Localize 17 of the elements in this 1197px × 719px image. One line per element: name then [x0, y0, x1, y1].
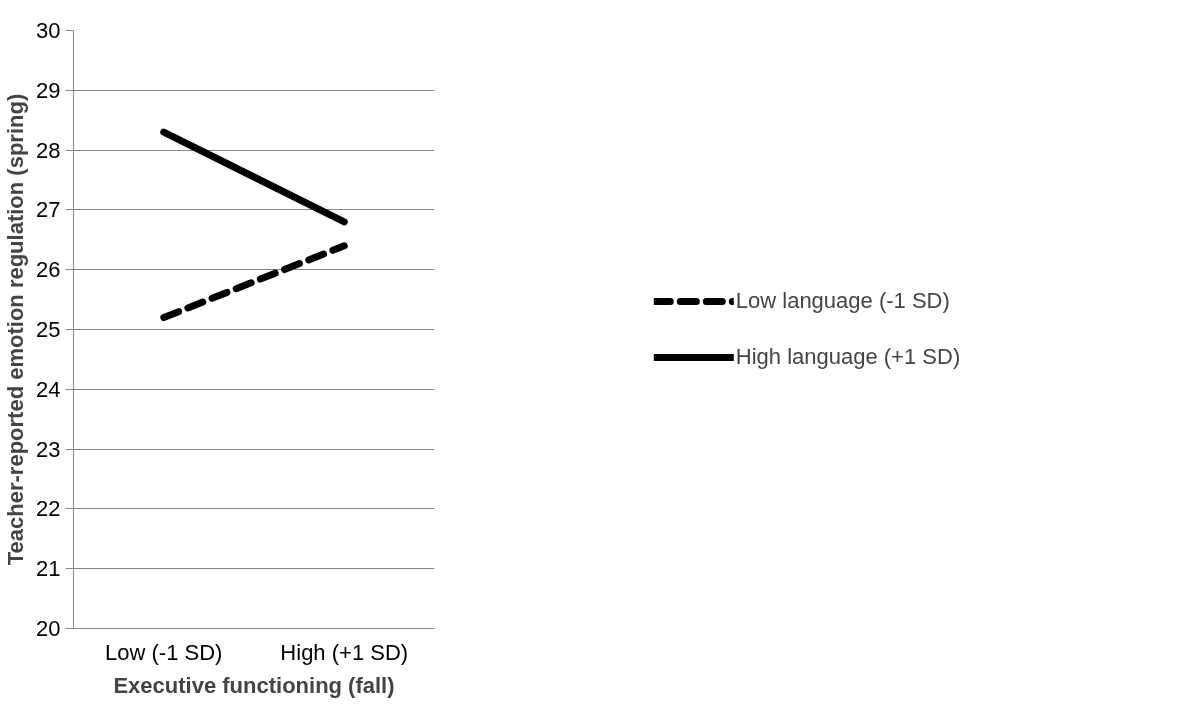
y-tick-label: 25 [36, 317, 61, 342]
y-tick-label: 26 [36, 257, 61, 283]
y-tick-label: 23 [36, 436, 61, 462]
y-tick-label: 28 [36, 137, 61, 163]
y-tick-label: 21 [36, 556, 61, 582]
y-tick-label: 24 [36, 376, 61, 402]
y-tick-label: 27 [36, 197, 61, 223]
y-tick-label: 29 [36, 77, 61, 103]
x-tick-label: Low (-1 SD) [105, 639, 223, 665]
x-tick-label: High (+1 SD) [280, 639, 409, 665]
y-tick-label: 22 [36, 496, 61, 522]
legend-label: High language (+1 SD) [735, 344, 961, 370]
y-tick-label: 20 [36, 616, 61, 641]
y-axis-title: Teacher-reported emotion regulation (spring) [3, 93, 29, 566]
x-axis-title: Executive functioning (fall) [113, 672, 395, 698]
legend-label: Low language (-1 SD) [735, 288, 950, 314]
y-tick-label: 30 [36, 18, 61, 43]
